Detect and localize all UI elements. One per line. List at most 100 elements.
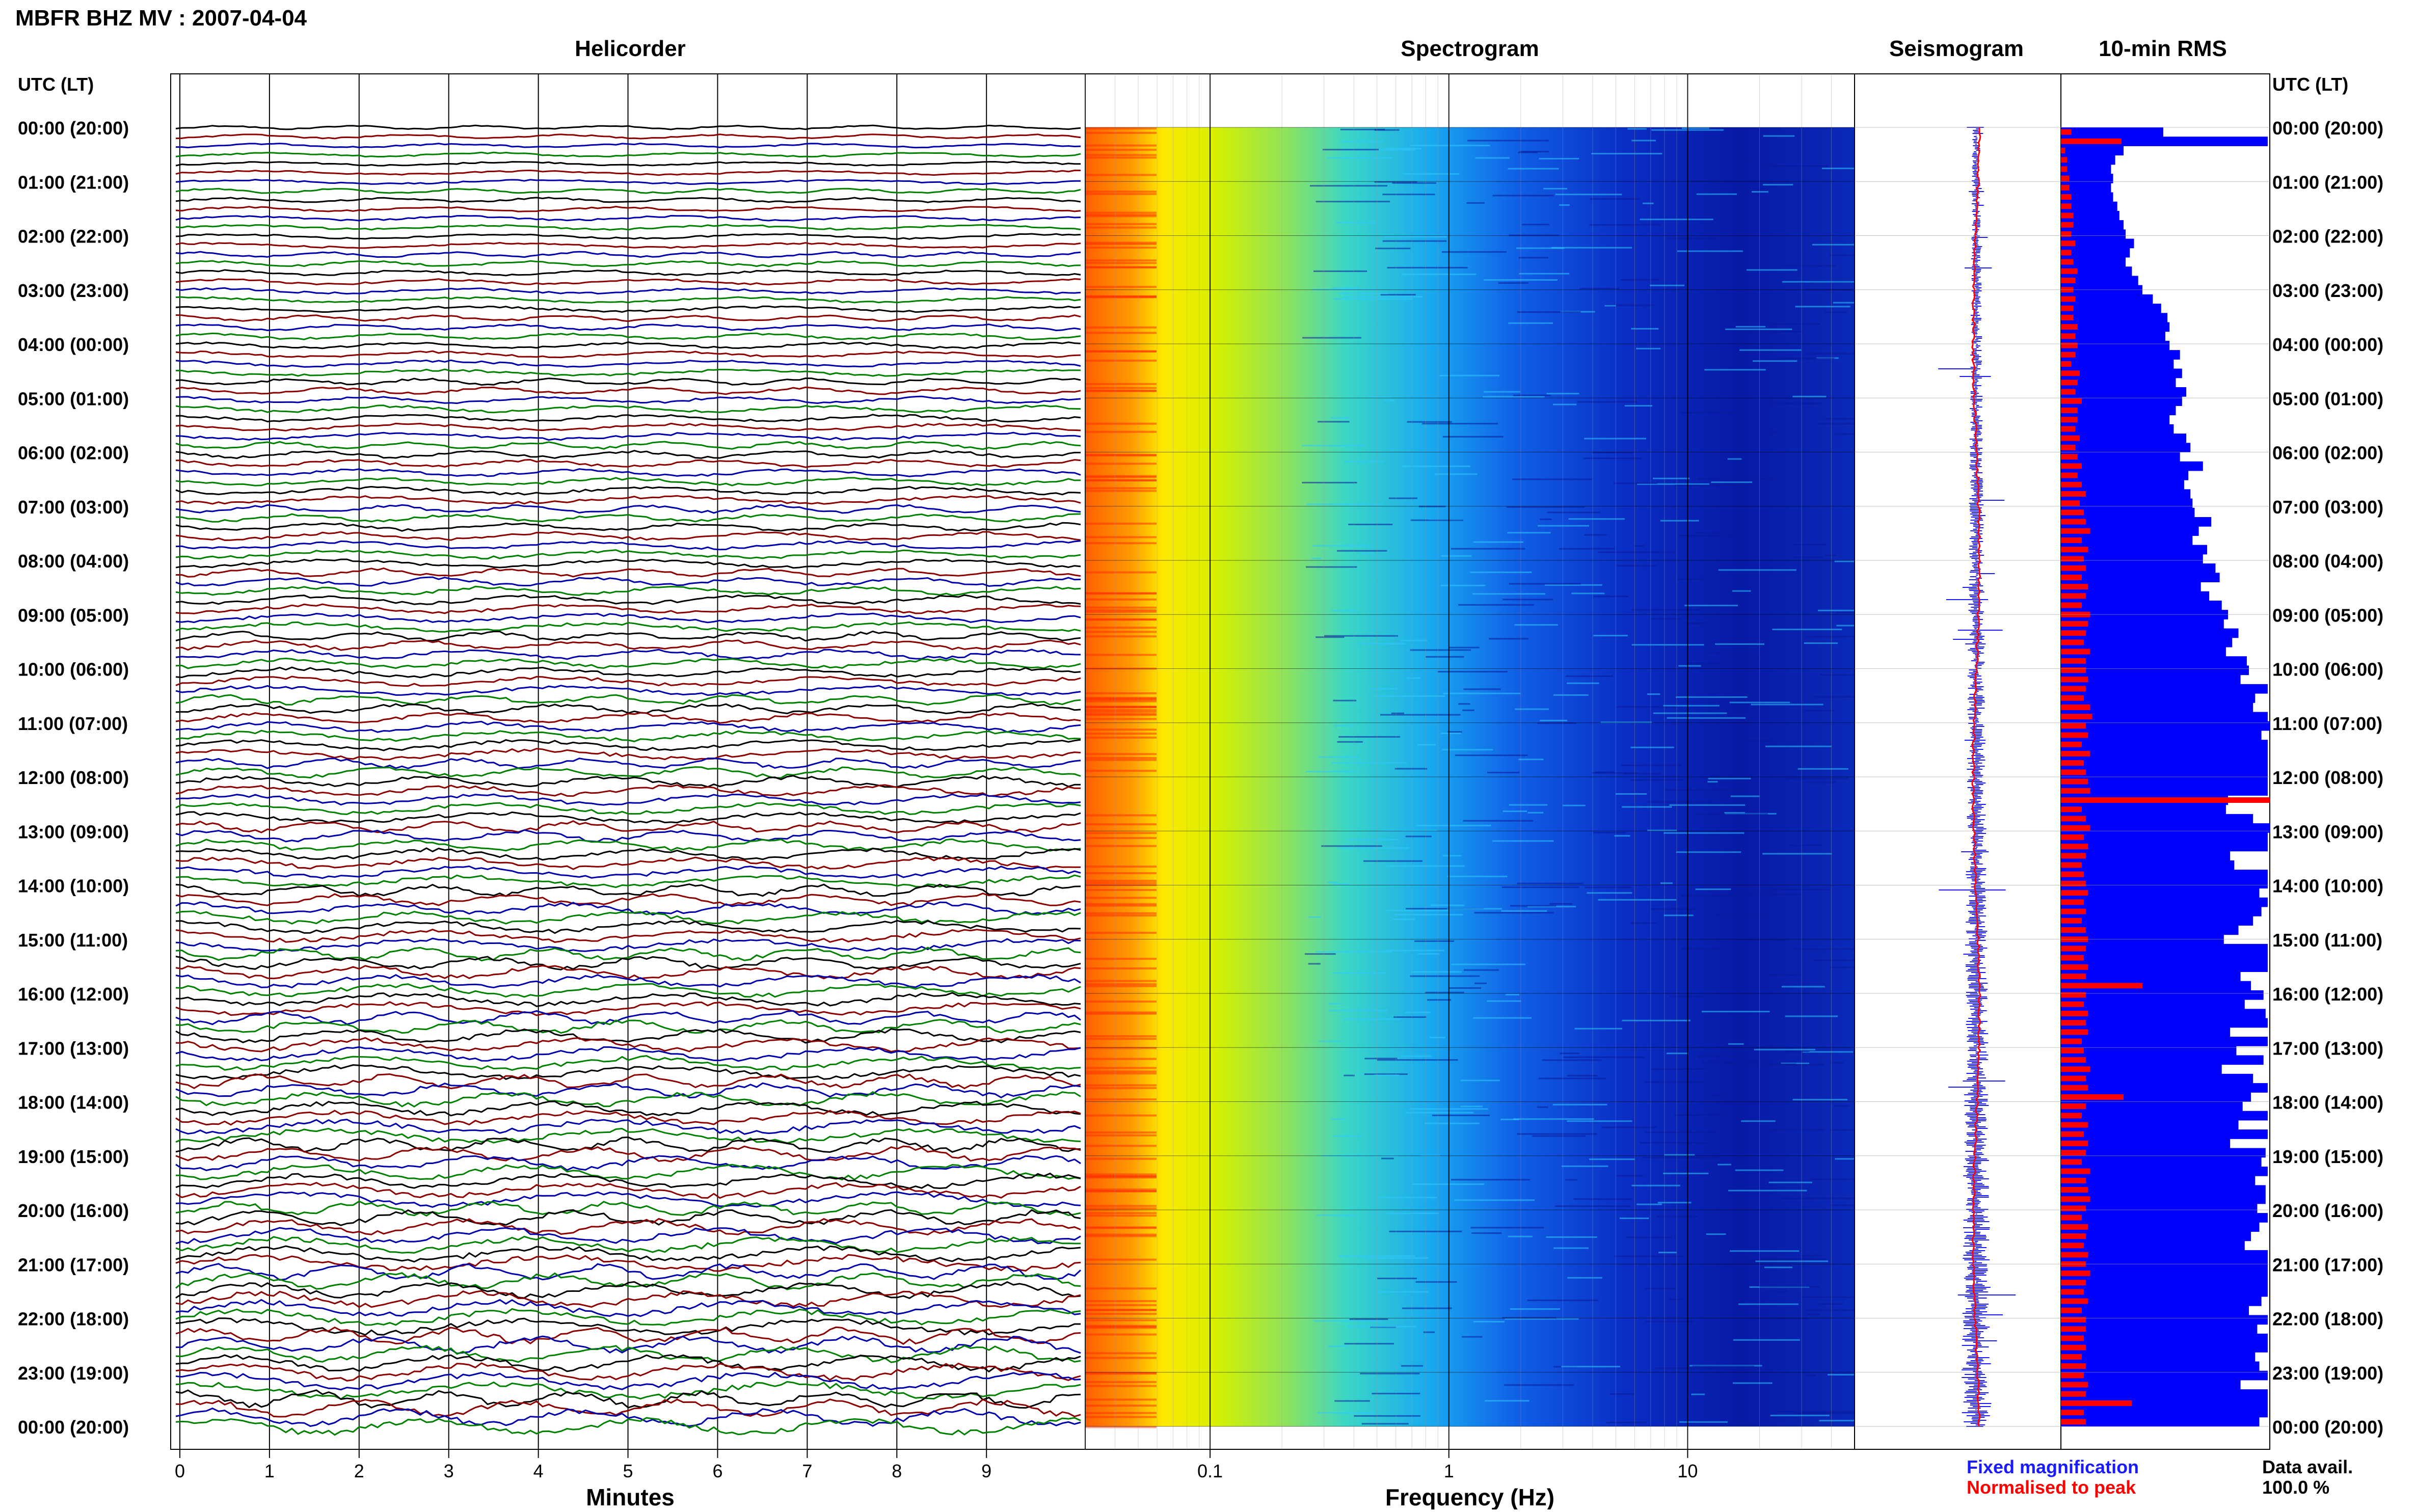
spectrogram-streak bbox=[1462, 1336, 1483, 1338]
rms-normalised-bar bbox=[2061, 639, 2084, 645]
spectrogram-streak bbox=[1329, 1003, 1340, 1005]
spectrogram-lowfreq-band bbox=[1085, 757, 1157, 759]
rms-normalised-bar bbox=[2061, 184, 2070, 191]
rms-normalised-bar bbox=[2061, 1354, 2082, 1360]
spectrogram-streak bbox=[1447, 908, 1502, 910]
spectrogram-streak bbox=[1306, 770, 1356, 772]
rms-fixed-bar bbox=[2061, 1408, 2268, 1418]
rms-normalised-bar bbox=[2061, 1233, 2086, 1239]
spectrogram-lowfreq-band bbox=[1085, 241, 1157, 244]
spectrogram-streak bbox=[1567, 1120, 1632, 1122]
spectrogram-streak bbox=[1687, 662, 1755, 664]
spectrogram-streak bbox=[1701, 1011, 1770, 1013]
rms-normalised-bar bbox=[2061, 1094, 2124, 1100]
rms-fixed-bar bbox=[2061, 814, 2253, 824]
spectrogram-streak bbox=[1308, 963, 1321, 965]
spectrogram-streak bbox=[1645, 1320, 1695, 1322]
rms-fixed-bar bbox=[2061, 953, 2268, 963]
hour-label-right: 02:00 (22:00) bbox=[2272, 226, 2383, 247]
spectrogram-streak bbox=[1644, 1287, 1675, 1289]
spectrogram-streak bbox=[1815, 696, 1881, 698]
spectrogram-lowfreq-band bbox=[1085, 932, 1157, 934]
spectrogram-lowfreq-band bbox=[1085, 536, 1157, 538]
helicorder-trace bbox=[175, 260, 1081, 267]
rms-fixed-bar bbox=[2061, 535, 2193, 546]
hour-label-right: 09:00 (05:00) bbox=[2272, 605, 2383, 626]
spectrogram-lowfreq-band bbox=[1085, 1333, 1157, 1336]
rms-fixed-bar bbox=[2061, 582, 2201, 592]
helicorder-trace bbox=[175, 1055, 1081, 1071]
spectrogram-streak bbox=[1322, 149, 1379, 151]
spectrogram-lowfreq-band bbox=[1085, 866, 1157, 868]
spectrogram-streak bbox=[1630, 922, 1656, 924]
spectrogram-streak bbox=[1622, 806, 1672, 808]
spectrogram-streak bbox=[1653, 477, 1690, 479]
spectrogram-streak bbox=[1424, 1122, 1480, 1124]
spectrogram-lowfreq-band bbox=[1085, 1214, 1157, 1217]
spectrogram-streak bbox=[1560, 1052, 1580, 1055]
spectrogram-streak bbox=[1833, 302, 1868, 304]
helicorder-trace bbox=[175, 1371, 1081, 1391]
spectrogram-lowfreq-band bbox=[1085, 1070, 1157, 1073]
minute-tick-label: 2 bbox=[354, 1461, 364, 1481]
spectrogram-streak bbox=[1584, 438, 1646, 440]
rms-normalised-bar bbox=[2061, 1011, 2088, 1016]
spectrogram-streak bbox=[1388, 497, 1417, 499]
spectrogram-lowfreq-band bbox=[1085, 606, 1157, 609]
spectrogram-streak bbox=[1679, 534, 1744, 536]
spectrogram-streak bbox=[1327, 1345, 1348, 1347]
rms-normalised-bar bbox=[2061, 946, 2086, 952]
rms-normalised-bar bbox=[2061, 1122, 2088, 1128]
rms-fixed-bar bbox=[2061, 684, 2268, 694]
hour-label-right: 03:00 (23:00) bbox=[2272, 280, 2383, 301]
spectrogram-streak bbox=[1617, 1175, 1644, 1177]
spectrogram-streak bbox=[1584, 534, 1607, 536]
spectrogram-lowfreq-band bbox=[1085, 1190, 1157, 1193]
rms-normalised-bar bbox=[2061, 1335, 2084, 1341]
spectrogram-streak bbox=[1451, 548, 1525, 550]
spectrogram-streak bbox=[1559, 204, 1570, 206]
rms-fixed-bar bbox=[2061, 1129, 2268, 1139]
rms-normalised-bar bbox=[2061, 732, 2088, 738]
spectrogram-streak bbox=[1473, 1320, 1505, 1322]
spectrogram-streak bbox=[1592, 451, 1633, 453]
helicorder-trace bbox=[175, 1164, 1081, 1181]
rms-normalised-bar bbox=[2061, 899, 2084, 905]
minute-tick-label: 3 bbox=[444, 1461, 454, 1481]
spectrogram-streak bbox=[1793, 556, 1824, 558]
spectrogram-lowfreq-band bbox=[1085, 985, 1157, 987]
helicorder-trace bbox=[175, 314, 1081, 322]
spectrogram-streak bbox=[1509, 583, 1581, 585]
helicorder-trace bbox=[175, 775, 1081, 788]
hour-label-left: 08:00 (04:00) bbox=[18, 551, 129, 572]
legend-fixed-magnification: Fixed magnification bbox=[1967, 1456, 2139, 1477]
helicorder-trace bbox=[175, 748, 1081, 761]
spectrogram-lowfreq-band bbox=[1085, 1173, 1157, 1176]
spectrogram-streak bbox=[1593, 831, 1626, 833]
rms-normalised-bar bbox=[2061, 1317, 2086, 1322]
helicorder-trace bbox=[175, 504, 1081, 514]
helicorder-trace bbox=[175, 531, 1081, 542]
spectrogram-streak bbox=[1824, 311, 1847, 313]
spectrogram-streak bbox=[1401, 273, 1476, 275]
spectrogram-lowfreq-band bbox=[1085, 1205, 1157, 1207]
spectrogram-streak bbox=[1604, 305, 1616, 307]
hour-label-right: 06:00 (02:00) bbox=[2272, 443, 2383, 464]
spectrogram-streak bbox=[1697, 1055, 1737, 1057]
spectrogram-streak bbox=[1566, 682, 1599, 684]
spectrogram-streak bbox=[1338, 1255, 1415, 1257]
spectrogram-streak bbox=[1644, 1081, 1706, 1083]
spectrogram-lowfreq-band bbox=[1085, 1287, 1157, 1290]
rms-fixed-bar bbox=[2061, 628, 2239, 638]
spectrogram-streak bbox=[1657, 1216, 1698, 1218]
helicorder-trace bbox=[175, 1136, 1081, 1153]
spectrogram-streak bbox=[1647, 693, 1660, 695]
spectrogram-streak bbox=[1573, 1198, 1632, 1200]
spectrogram-lowfreq-band bbox=[1085, 1313, 1157, 1315]
rms-normalised-bar bbox=[2061, 686, 2086, 692]
spectrogram-streak bbox=[1818, 609, 1859, 611]
helicorder-trace bbox=[175, 758, 1081, 769]
helicorder-trace bbox=[175, 224, 1081, 231]
spectrogram-streak bbox=[1423, 1331, 1435, 1333]
rms-normalised-bar bbox=[2061, 1001, 2084, 1007]
